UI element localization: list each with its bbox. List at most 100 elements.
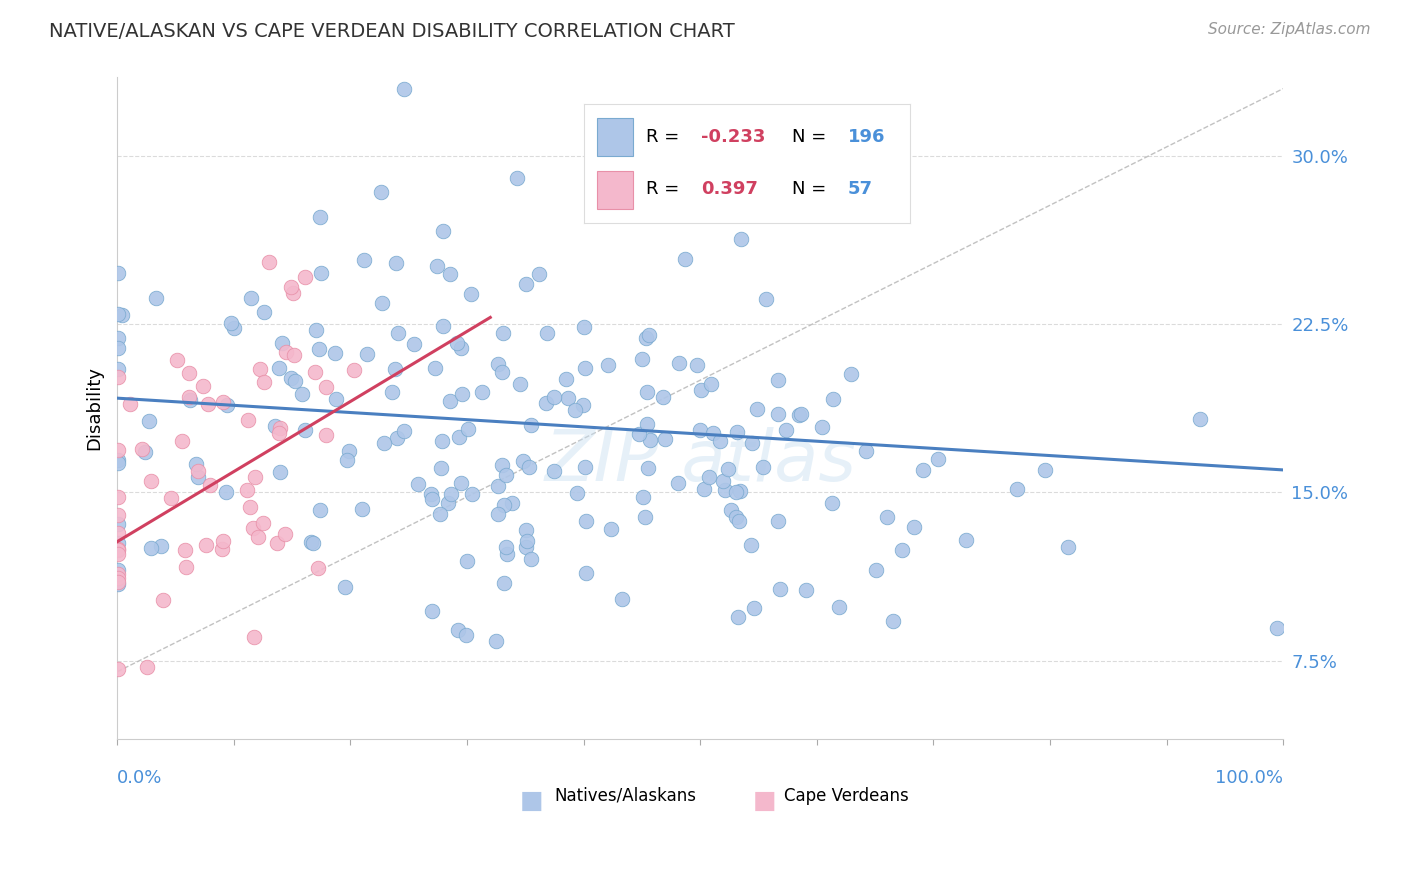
Point	[333, 580, 356, 594]
Point	[197, 397, 219, 411]
Point	[742, 600, 765, 615]
Text: ZIP atlas: ZIP atlas	[544, 426, 856, 496]
Point	[1033, 463, 1056, 477]
Point	[574, 459, 596, 474]
Point	[107, 662, 129, 676]
Point	[308, 503, 330, 517]
Point	[177, 390, 200, 404]
Point	[134, 444, 156, 458]
Point	[107, 331, 129, 345]
Point	[631, 490, 654, 504]
Point	[717, 462, 740, 476]
Point	[651, 390, 673, 404]
Point	[769, 582, 792, 597]
Point	[668, 356, 690, 370]
Point	[821, 392, 844, 406]
Point	[253, 376, 276, 390]
Point	[810, 420, 832, 434]
Point	[107, 564, 129, 578]
Point	[865, 563, 887, 577]
Point	[599, 522, 621, 536]
Point	[373, 436, 395, 450]
Point	[107, 547, 129, 561]
Point	[120, 396, 142, 410]
Point	[855, 443, 877, 458]
Point	[420, 492, 443, 507]
Point	[236, 413, 259, 427]
Point	[506, 170, 529, 185]
Point	[107, 266, 129, 280]
Point	[627, 427, 650, 442]
Point	[1057, 540, 1080, 554]
Point	[752, 459, 775, 474]
Point	[107, 453, 129, 467]
Point	[430, 434, 453, 449]
Point	[787, 408, 810, 422]
Point	[575, 515, 598, 529]
Point	[107, 361, 129, 376]
Point	[728, 514, 751, 528]
Point	[571, 398, 593, 412]
Point	[385, 255, 408, 269]
Point	[456, 554, 478, 568]
Text: 100.0%: 100.0%	[1215, 769, 1284, 787]
Point	[141, 541, 163, 556]
Text: NATIVE/ALASKAN VS CAPE VERDEAN DISABILITY CORRELATION CHART: NATIVE/ALASKAN VS CAPE VERDEAN DISABILIT…	[49, 22, 735, 41]
Point	[302, 536, 325, 550]
Point	[828, 599, 851, 614]
Point	[242, 521, 264, 535]
Point	[271, 336, 294, 351]
Point	[461, 486, 484, 500]
Point	[839, 367, 862, 381]
Point	[903, 520, 925, 534]
Point	[107, 442, 129, 457]
Point	[191, 379, 214, 393]
Point	[211, 534, 233, 549]
Point	[711, 475, 734, 489]
Point	[371, 295, 394, 310]
Point	[269, 465, 291, 479]
Point	[515, 523, 537, 537]
Point	[610, 592, 633, 607]
Point	[728, 483, 751, 498]
Point	[267, 426, 290, 441]
Point	[406, 477, 429, 491]
Point	[689, 423, 711, 437]
Point	[141, 475, 163, 489]
Point	[152, 592, 174, 607]
Point	[423, 361, 446, 376]
Point	[673, 252, 696, 266]
Point	[352, 502, 374, 516]
Point	[517, 459, 540, 474]
Point	[720, 503, 742, 517]
Point	[668, 475, 690, 490]
Point	[516, 534, 538, 549]
Point	[543, 464, 565, 478]
Point	[447, 430, 470, 444]
Point	[280, 280, 302, 294]
Point	[309, 266, 332, 280]
Point	[166, 352, 188, 367]
Text: 0.0%: 0.0%	[117, 769, 163, 787]
Point	[283, 349, 305, 363]
Point	[574, 360, 596, 375]
Point	[768, 407, 790, 421]
Point	[211, 395, 233, 409]
Point	[486, 479, 509, 493]
Point	[689, 383, 711, 397]
Point	[239, 291, 262, 305]
Point	[430, 461, 453, 475]
Point	[187, 464, 209, 478]
Point	[574, 320, 596, 334]
Point	[491, 365, 513, 379]
Point	[631, 351, 654, 366]
Point	[294, 270, 316, 285]
Point	[821, 496, 844, 510]
Point	[107, 577, 129, 591]
Text: Cape Verdeans: Cape Verdeans	[785, 787, 908, 805]
Point	[451, 386, 474, 401]
Point	[471, 384, 494, 399]
Point	[257, 254, 280, 268]
Point	[876, 510, 898, 524]
Point	[215, 398, 238, 412]
